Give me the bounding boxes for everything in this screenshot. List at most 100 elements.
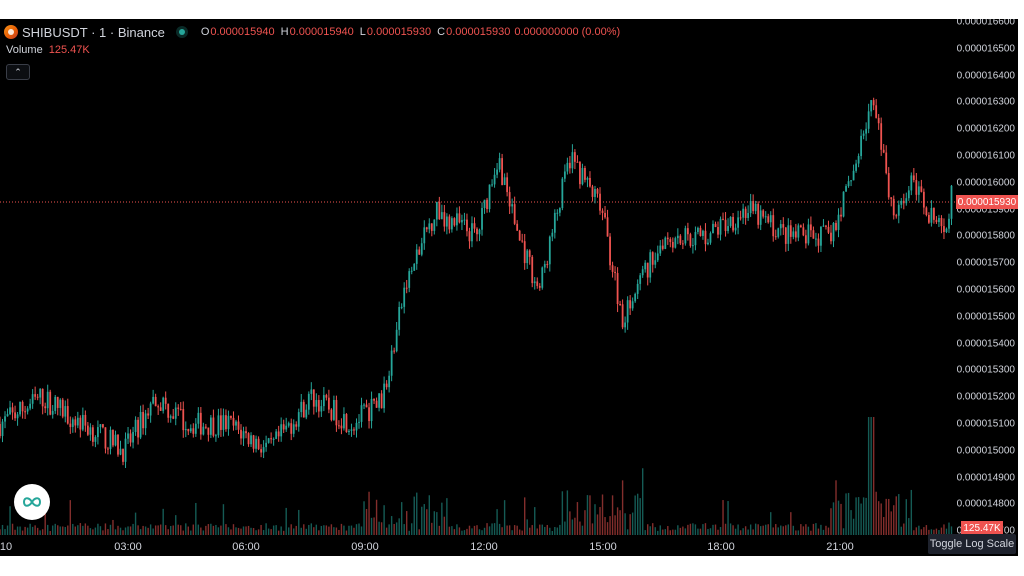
candle-body xyxy=(335,399,338,426)
symbol-title[interactable]: SHIBUSDT · 1 · Binance xyxy=(22,24,165,40)
candle-body xyxy=(450,218,453,230)
candle-body xyxy=(689,234,692,246)
volume-bar xyxy=(328,526,330,535)
candle-body xyxy=(232,417,235,426)
candle-body xyxy=(875,105,878,118)
volume-bar xyxy=(604,517,606,535)
volume-bar xyxy=(589,495,591,535)
candle-body xyxy=(102,424,104,428)
volume-bar xyxy=(182,530,184,535)
volume-bar xyxy=(36,527,39,535)
volume-bar xyxy=(950,526,953,535)
candle-body xyxy=(486,199,488,210)
candle-body xyxy=(917,186,920,195)
volume-bar xyxy=(1,524,4,535)
volume-bar xyxy=(770,512,772,535)
candle-body xyxy=(574,152,576,162)
candle-body xyxy=(44,406,47,409)
volume-bar xyxy=(9,506,11,535)
volume-bar xyxy=(190,530,192,535)
candle-body xyxy=(722,218,724,220)
volume-bar xyxy=(636,493,639,535)
volume-bar xyxy=(862,497,865,535)
volume-bar xyxy=(945,528,948,535)
candle-body xyxy=(799,225,802,228)
candle-body xyxy=(513,204,516,224)
volume-bar xyxy=(232,524,235,535)
candle-body xyxy=(159,407,162,411)
volume-bar xyxy=(815,523,817,535)
shib-coin-icon[interactable] xyxy=(4,25,18,39)
volume-bar xyxy=(883,517,885,535)
volume-bar xyxy=(802,526,805,535)
volume-bar xyxy=(59,526,61,535)
volume-bar xyxy=(652,523,654,535)
candle-body xyxy=(594,189,596,197)
volume-bar xyxy=(682,526,684,535)
volume-bar xyxy=(212,525,215,535)
volume-bar xyxy=(805,524,807,535)
volume-bar xyxy=(782,526,784,535)
candle-body xyxy=(940,218,943,227)
volume-bar xyxy=(99,526,102,535)
candle-body xyxy=(483,199,486,208)
candle-body xyxy=(692,245,694,247)
volume-bar xyxy=(807,526,810,535)
candle-body xyxy=(295,424,298,427)
collapse-legend-button[interactable]: ⌃ xyxy=(6,64,30,80)
candle-body xyxy=(287,423,290,426)
volume-bar xyxy=(501,527,503,535)
time-axis-label: 21:00 xyxy=(826,541,854,553)
candle-body xyxy=(11,407,14,413)
volume-bar xyxy=(260,524,262,535)
volume-bar xyxy=(360,526,363,535)
candle-body xyxy=(137,419,139,438)
candle-body xyxy=(260,449,262,453)
candle-body xyxy=(277,431,280,437)
toggle-log-scale-button[interactable]: Toggle Log Scale xyxy=(928,534,1016,554)
volume-bar xyxy=(687,524,689,535)
candle-body xyxy=(285,425,288,430)
volume-bar xyxy=(488,526,491,535)
candle-body xyxy=(769,215,772,223)
volume-bar xyxy=(667,526,669,535)
volume-bar xyxy=(57,525,59,535)
volume-bar xyxy=(107,529,109,535)
volume-bar xyxy=(89,528,92,535)
candle-body xyxy=(943,226,945,233)
volume-bar xyxy=(797,530,800,535)
volume-bar xyxy=(787,524,790,535)
candle-body xyxy=(616,273,619,305)
infinity-glyph-icon xyxy=(22,497,42,507)
candle-body xyxy=(892,198,895,216)
volume-bar xyxy=(647,524,649,535)
candle-body xyxy=(94,437,97,442)
candle-body xyxy=(676,235,679,239)
infinity-logo-icon[interactable] xyxy=(14,484,50,520)
candle-body xyxy=(66,406,69,424)
volume-bar xyxy=(6,525,9,535)
candle-body xyxy=(686,228,689,235)
volume-bar xyxy=(147,527,149,535)
candle-body xyxy=(865,128,868,134)
candle-body xyxy=(817,238,820,246)
candle-body xyxy=(280,424,283,437)
chart-frame[interactable]: SHIBUSDT · 1 · Binance O 0.000015940 H 0… xyxy=(0,19,1018,556)
candle-body xyxy=(119,448,122,455)
candle-body xyxy=(19,401,21,415)
time-axis-label: 09:00 xyxy=(351,541,379,553)
volume-bar xyxy=(737,524,739,535)
volume-bar xyxy=(564,521,566,535)
price-axis-label: 0.000016100 xyxy=(956,150,1015,162)
candle-body xyxy=(360,405,363,422)
candle-body xyxy=(267,438,270,443)
price-chart[interactable] xyxy=(0,19,1018,556)
candle-body xyxy=(152,396,155,404)
candle-body xyxy=(14,412,16,419)
current-price-tag: 0.000015930 xyxy=(956,195,1018,209)
candle-body xyxy=(4,416,6,422)
volume-bar xyxy=(722,500,724,535)
candle-body xyxy=(634,293,637,302)
candle-body xyxy=(340,425,343,429)
volume-bar xyxy=(669,530,672,535)
